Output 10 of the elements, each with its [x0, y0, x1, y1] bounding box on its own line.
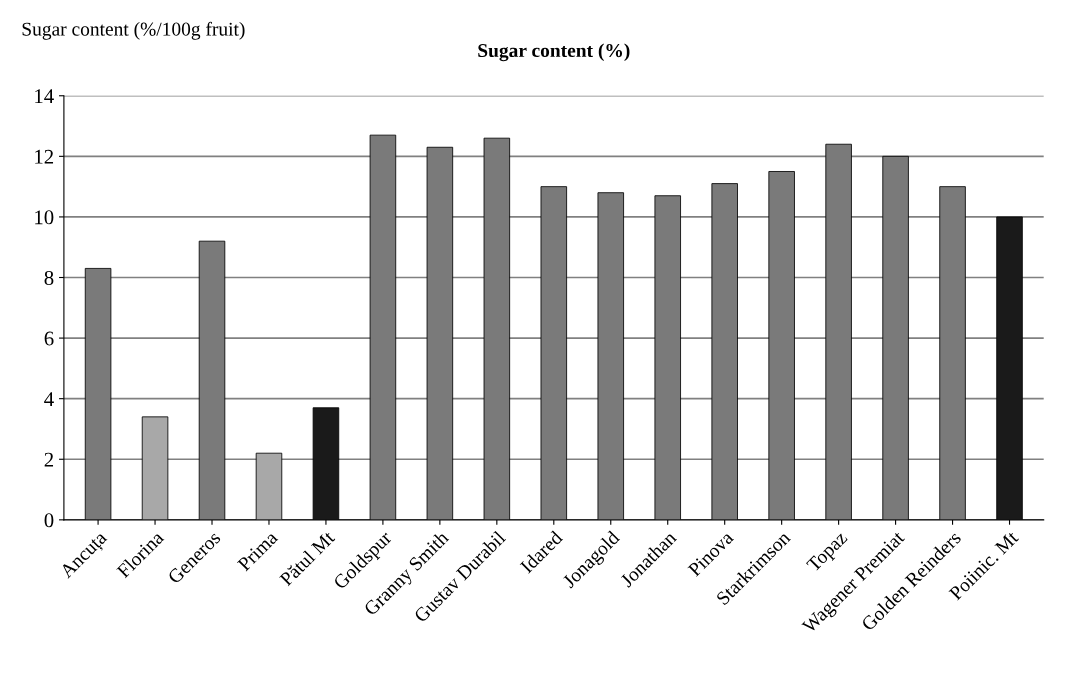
y-axis-title: Sugar content (%/100g fruit)	[22, 21, 245, 40]
y-tick-label: 4	[44, 392, 54, 406]
chart-title: Sugar content (%)	[478, 43, 630, 62]
y-tick-label: 14	[35, 89, 54, 103]
y-tick-label: 12	[35, 149, 54, 164]
y-tick-label: 10	[35, 210, 54, 225]
y-tick-label: 6	[44, 331, 54, 346]
y-tick-label: 2	[44, 452, 54, 467]
y-tick-label: 8	[44, 270, 54, 285]
y-tick-label: 0	[44, 513, 54, 528]
